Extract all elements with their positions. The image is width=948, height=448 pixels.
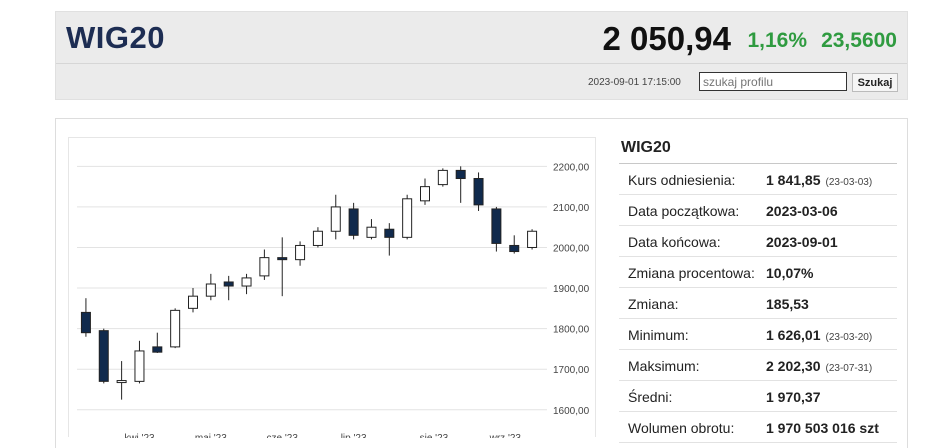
x-tick-label: maj '23 xyxy=(195,433,227,438)
stats-date: (23-03-03) xyxy=(825,177,873,188)
candle-body-up xyxy=(527,230,538,248)
candle-body-up xyxy=(170,309,181,348)
x-tick-label: lip '23 xyxy=(341,433,367,438)
stats-value-text: 185,53 xyxy=(766,296,809,312)
stats-label: Kurs odniesienia: xyxy=(628,172,736,188)
stats-value: 1 841,85 (23-03-03) xyxy=(766,172,872,188)
candle-body-down xyxy=(455,169,466,180)
stats-value-text: 1 626,01 xyxy=(766,327,821,343)
candle-body-down xyxy=(277,257,288,261)
stats-label: Zmiana procentowa: xyxy=(628,265,755,281)
candle-body-down xyxy=(384,228,395,238)
candle-body-down xyxy=(348,208,359,236)
stats-date: (23-03-20) xyxy=(825,332,873,343)
y-tick-label: 2100,00 xyxy=(553,203,590,214)
stats-label: Data początkowa: xyxy=(628,203,740,219)
stats-value-text: 2 202,30 xyxy=(766,358,821,374)
y-tick-label: 1700,00 xyxy=(553,365,590,376)
stats-value: 2 202,30 (23-07-31) xyxy=(766,358,872,374)
chart-panel: 1600,00 1700,00 1800,00 1900,00 2000,00 2100,… xyxy=(55,118,908,448)
stats-table: WIG20 Kurs odniesienia: 1 841,85 (23-03-0… xyxy=(619,137,897,443)
stats-title: WIG20 xyxy=(619,137,897,164)
candle-body-up xyxy=(366,226,377,238)
stats-label: Zmiana: xyxy=(628,296,679,312)
change-percent: 1,16% xyxy=(747,29,807,52)
profile-search-input[interactable] xyxy=(699,72,847,91)
candle-body-down xyxy=(80,311,91,334)
stats-value: 2023-09-01 xyxy=(766,234,838,250)
y-tick-label: 2000,00 xyxy=(553,243,590,254)
y-tick-label: 1900,00 xyxy=(553,284,590,295)
stats-value-text: 2023-03-06 xyxy=(766,203,838,219)
candle-body-down xyxy=(98,330,109,382)
stats-value-text: 10,07% xyxy=(766,265,814,281)
stats-value: 10,07% xyxy=(766,265,813,281)
stats-row-volume: Wolumen obrotu: 1 970 503 016 szt xyxy=(619,412,897,443)
stats-value-text: 1 970 503 016 szt xyxy=(766,420,879,436)
search-button[interactable]: Szukaj xyxy=(852,73,898,92)
chart-svg: 1600,00 1700,00 1800,00 1900,00 2000,00 2100,… xyxy=(77,162,590,438)
candle-body-up xyxy=(402,198,413,238)
candle-body-up xyxy=(312,230,323,246)
stats-value-text: 2023-09-01 xyxy=(766,234,838,250)
candle-body-down xyxy=(473,178,484,206)
x-tick-label: sie '23 xyxy=(420,433,449,438)
candle-body-up xyxy=(116,380,127,384)
stats-value-text: 1 841,85 xyxy=(766,172,821,188)
stats-value: 1 970 503 016 szt xyxy=(766,420,879,436)
stats-row-end-date: Data końcowa: 2023-09-01 xyxy=(619,226,897,257)
stats-row-maximum: Maksimum: 2 202,30 (23-07-31) xyxy=(619,350,897,381)
stats-row-change: Zmiana: 185,53 xyxy=(619,288,897,319)
last-price: 2 050,94 xyxy=(602,20,731,57)
candle-body-up xyxy=(205,283,216,297)
stats-value: 1 970,37 xyxy=(766,389,821,405)
candle-body-up xyxy=(420,186,430,202)
stats-row-reference: Kurs odniesienia: 1 841,85 (23-03-03) xyxy=(619,164,897,195)
stats-label: Minimum: xyxy=(628,327,689,343)
stats-label: Maksimum: xyxy=(628,358,700,374)
stats-value: 185,53 xyxy=(766,296,809,312)
candle-body-up xyxy=(241,277,252,287)
stats-row-start-date: Data początkowa: 2023-03-06 xyxy=(619,195,897,226)
candle-body-up xyxy=(188,295,198,309)
candle-body-down xyxy=(152,346,163,353)
candle-body-down xyxy=(509,244,520,253)
stats-row-change-percent: Zmiana procentowa: 10,07% xyxy=(619,257,897,288)
x-tick-label: kwi '23 xyxy=(124,433,155,438)
stats-value-text: 1 970,37 xyxy=(766,389,821,405)
y-tick-label: 1800,00 xyxy=(553,325,590,336)
x-tick-label: cze '23 xyxy=(267,433,299,438)
stats-row-average: Średni: 1 970,37 xyxy=(619,381,897,412)
candle-body-up xyxy=(330,206,341,232)
candle-body-down xyxy=(223,281,234,287)
stats-label: Data końcowa: xyxy=(628,234,721,250)
candle-body-up xyxy=(437,169,448,186)
candlestick-chart[interactable]: 1600,00 1700,00 1800,00 1900,00 2000,00 2100,… xyxy=(68,137,596,438)
candle-body-up xyxy=(134,350,145,382)
stats-label: Wolumen obrotu: xyxy=(628,420,735,436)
candle-body-up xyxy=(259,257,270,277)
stats-label: Średni: xyxy=(628,389,673,405)
stats-value: 1 626,01 (23-03-20) xyxy=(766,327,872,343)
quote-header-top: WIG20 2 050,94 1,16% 23,5600 xyxy=(56,12,907,64)
candle-body-up xyxy=(295,244,306,261)
change-absolute: 23,5600 xyxy=(821,29,897,52)
candle-body-down xyxy=(491,208,502,244)
y-tick-label: 2200,00 xyxy=(553,162,590,173)
quote-header: WIG20 2 050,94 1,16% 23,5600 2023-09-01 … xyxy=(55,11,908,100)
x-tick-label: wrz '23 xyxy=(489,433,522,438)
stats-row-minimum: Minimum: 1 626,01 (23-03-20) xyxy=(619,319,897,350)
quote-timestamp: 2023-09-01 17:15:00 xyxy=(588,77,681,88)
instrument-title: WIG20 xyxy=(66,20,165,55)
y-tick-label: 1600,00 xyxy=(553,406,590,417)
stats-value: 2023-03-06 xyxy=(766,203,838,219)
stats-date: (23-07-31) xyxy=(825,363,873,374)
